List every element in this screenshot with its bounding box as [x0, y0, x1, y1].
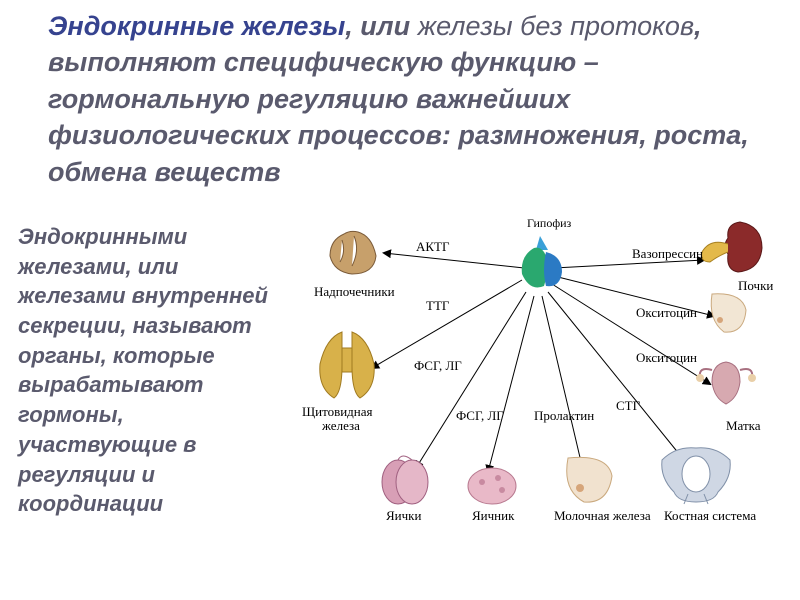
- kidney-label: Почки: [738, 278, 773, 294]
- adrenal-label: Надпочечники: [314, 284, 395, 300]
- hormone-fshlh2: ФСГ, ЛГ: [456, 408, 504, 424]
- headline-mid1: , или: [345, 11, 417, 41]
- headline-mid2: ,: [694, 11, 702, 41]
- testis-label: Яички: [386, 508, 421, 524]
- hormone-oxytocin1: Окситоцин: [636, 350, 697, 366]
- headline-rest: выполняют специфическую функцию – гормон…: [48, 47, 749, 186]
- hormone-fshlh1: ФСГ, ЛГ: [414, 358, 462, 374]
- hormone-ttg: ТТГ: [426, 298, 449, 314]
- headline-accent: Эндокринные железы: [48, 11, 345, 41]
- mammary-label: Молочная железа: [554, 508, 651, 524]
- hormone-stg: СТГ: [616, 398, 640, 414]
- diagram-title: Гипофиз: [527, 216, 571, 231]
- pituitary-diagram: Гипофиз Надпочечники Щитовидная железа Я…: [286, 198, 788, 548]
- headline-text: Эндокринные железы, или железы без прото…: [0, 0, 800, 190]
- hormone-actg: АКТГ: [416, 239, 450, 255]
- ovary-label: Яичник: [472, 508, 514, 524]
- bone-label: Костная система: [664, 508, 756, 524]
- hormone-vasopressin: Вазопрессин: [632, 246, 703, 262]
- thyroid-label2: железа: [322, 418, 360, 434]
- hormone-prolactin: Пролактин: [534, 408, 594, 424]
- hormone-oxytocin2: Окситоцин: [636, 305, 697, 321]
- subtext: Эндокринными железами, или железами внут…: [18, 222, 288, 519]
- uterus-label: Матка: [726, 418, 761, 434]
- headline-light: железы без протоков: [418, 11, 694, 41]
